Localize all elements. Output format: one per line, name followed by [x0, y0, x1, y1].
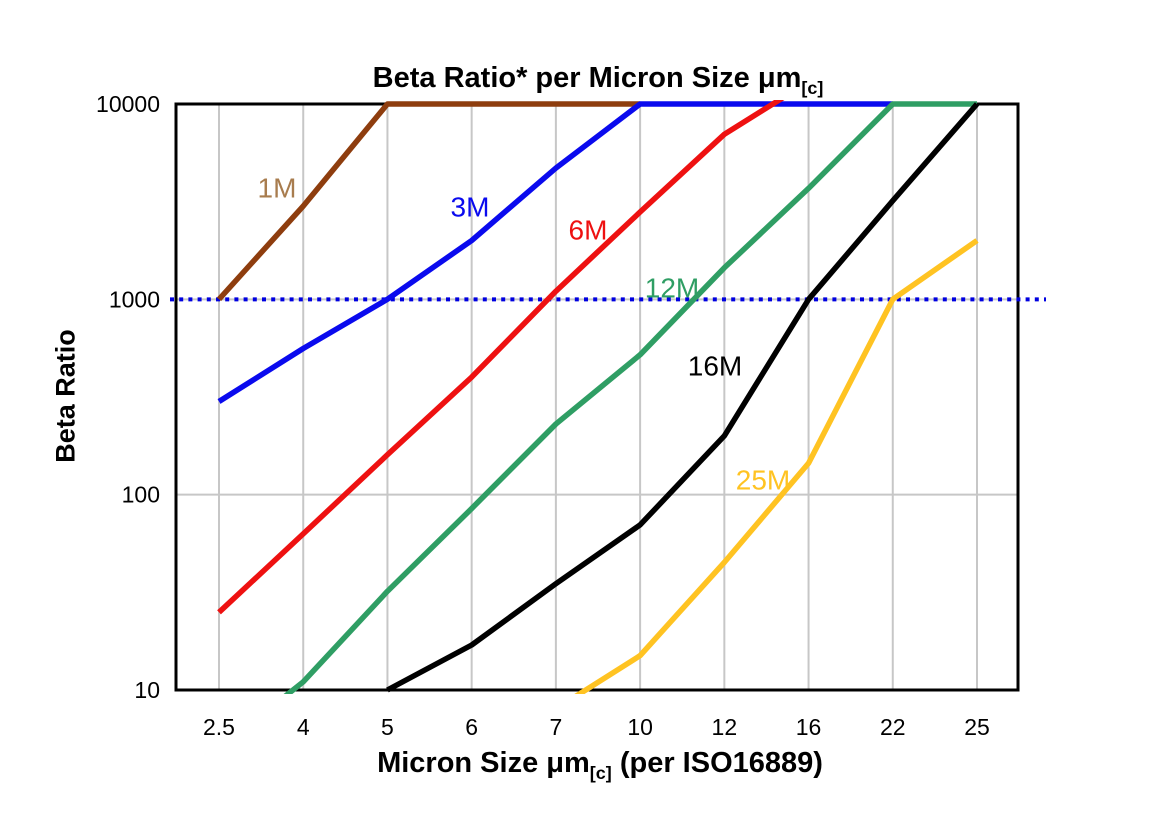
y-tick-1000: 1000 [109, 286, 160, 312]
x-tick-7: 7 [549, 714, 562, 740]
chart-title-subscript: [c] [801, 77, 824, 98]
x-title-mu: μm [546, 747, 590, 779]
series-line-3M [217, 101, 893, 404]
x-tick-4: 4 [297, 714, 310, 740]
series-label-12M: 12M [645, 273, 699, 304]
y-axis-tick-labels: 10 100 1000 10000 [96, 91, 160, 703]
y-tick-10: 10 [134, 677, 160, 703]
series-label-6M: 6M [569, 215, 608, 246]
x-tick-25: 25 [964, 714, 990, 740]
y-tick-100: 100 [122, 482, 160, 508]
x-title-subscript: [c] [589, 762, 612, 783]
x-axis-tick-labels: 2.5 4 5 6 7 10 12 16 22 25 [203, 714, 990, 740]
series-line-12M [283, 101, 977, 694]
gridlines [176, 104, 1018, 690]
x-axis-title: Micron Size μm[c] (per ISO16889) [377, 747, 823, 784]
series-label-1M: 1M [258, 173, 297, 204]
x-tick-22: 22 [880, 714, 906, 740]
x-tick-16: 16 [796, 714, 822, 740]
series-label-25M: 25M [736, 465, 790, 496]
x-tick-10: 10 [627, 714, 653, 740]
chart-title: Beta Ratio* per Micron Size μm[c] [373, 62, 824, 99]
x-tick-2.5: 2.5 [203, 714, 235, 740]
series-label-16M: 16M [688, 351, 742, 382]
series-line-1M [216, 101, 641, 302]
x-tick-5: 5 [381, 714, 394, 740]
series-line-6M [217, 100, 785, 615]
x-tick-6: 6 [465, 714, 478, 740]
series-line-25M [574, 238, 979, 694]
chart-title-mu: μm [757, 62, 802, 94]
x-tick-12: 12 [712, 714, 738, 740]
y-tick-10000: 10000 [96, 91, 160, 117]
y-axis-title: Beta Ratio [50, 329, 81, 463]
series-label-3M: 3M [451, 192, 490, 223]
series-lines [216, 100, 980, 694]
x-title-suffix: (per ISO16889) [611, 747, 823, 779]
series-labels: 1M 3M 6M 12M 16M 25M [258, 173, 791, 496]
series-line-16M [386, 102, 980, 693]
chart-title-text: Beta Ratio* per Micron Size [372, 62, 758, 94]
x-title-text: Micron Size [377, 747, 547, 779]
